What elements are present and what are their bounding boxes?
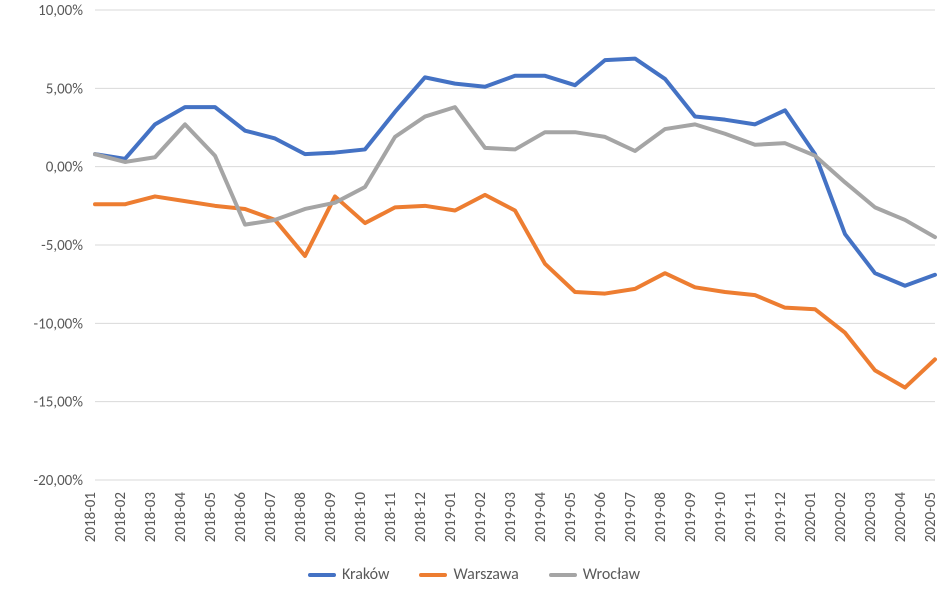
- svg-text:2018-02: 2018-02: [112, 492, 130, 542]
- svg-text:2018-04: 2018-04: [172, 492, 190, 543]
- svg-text:2019-02: 2019-02: [472, 492, 490, 542]
- svg-text:2018-08: 2018-08: [292, 492, 310, 542]
- svg-text:2019-04: 2019-04: [532, 492, 550, 543]
- legend-item: Warszawa: [419, 565, 518, 584]
- legend-label: Wrocław: [583, 565, 640, 584]
- svg-text:2019-09: 2019-09: [682, 492, 700, 543]
- svg-text:-5,00%: -5,00%: [41, 237, 83, 255]
- svg-text:2020-03: 2020-03: [862, 492, 880, 543]
- svg-text:2018-06: 2018-06: [232, 492, 250, 543]
- legend-label: Kraków: [342, 565, 390, 584]
- svg-text:2019-05: 2019-05: [562, 492, 580, 542]
- svg-text:2020-01: 2020-01: [802, 492, 820, 542]
- svg-text:2018-05: 2018-05: [202, 492, 220, 542]
- legend-swatch: [308, 573, 336, 577]
- svg-text:-20,00%: -20,00%: [34, 472, 84, 490]
- chart-legend: Kraków Warszawa Wrocław: [0, 565, 948, 584]
- svg-text:2019-07: 2019-07: [622, 492, 640, 543]
- svg-text:-15,00%: -15,00%: [34, 394, 84, 412]
- chart-svg: 10,00% 5,00% 0,00% -5,00% -10,00% -15,00% -20,…: [0, 0, 948, 548]
- svg-text:2018-03: 2018-03: [142, 492, 160, 543]
- svg-text:2018-10: 2018-10: [352, 492, 370, 543]
- svg-text:2019-10: 2019-10: [712, 492, 730, 543]
- svg-text:-10,00%: -10,00%: [34, 315, 84, 333]
- legend-label: Warszawa: [453, 565, 518, 584]
- svg-text:10,00%: 10,00%: [38, 2, 83, 20]
- svg-text:2020-02: 2020-02: [832, 492, 850, 542]
- svg-text:2018-09: 2018-09: [322, 492, 340, 543]
- line-chart: 10,00% 5,00% 0,00% -5,00% -10,00% -15,00% -20,…: [0, 0, 948, 593]
- svg-text:2019-03: 2019-03: [502, 492, 520, 543]
- svg-text:2020-05: 2020-05: [922, 492, 940, 542]
- legend-swatch: [549, 573, 577, 577]
- svg-text:2018-01: 2018-01: [82, 492, 100, 542]
- svg-text:2018-12: 2018-12: [412, 492, 430, 542]
- svg-text:2019-12: 2019-12: [772, 492, 790, 542]
- svg-text:2018-07: 2018-07: [262, 492, 280, 543]
- svg-text:2018-11: 2018-11: [382, 492, 400, 542]
- svg-text:0,00%: 0,00%: [46, 159, 84, 177]
- legend-item: Kraków: [308, 565, 390, 584]
- svg-text:2019-01: 2019-01: [442, 492, 460, 542]
- svg-text:2020-04: 2020-04: [892, 492, 910, 543]
- svg-text:5,00%: 5,00%: [46, 80, 84, 98]
- svg-text:2019-11: 2019-11: [742, 492, 760, 542]
- legend-swatch: [419, 573, 447, 577]
- legend-item: Wrocław: [549, 565, 640, 584]
- svg-text:2019-06: 2019-06: [592, 492, 610, 543]
- svg-text:2019-08: 2019-08: [652, 492, 670, 542]
